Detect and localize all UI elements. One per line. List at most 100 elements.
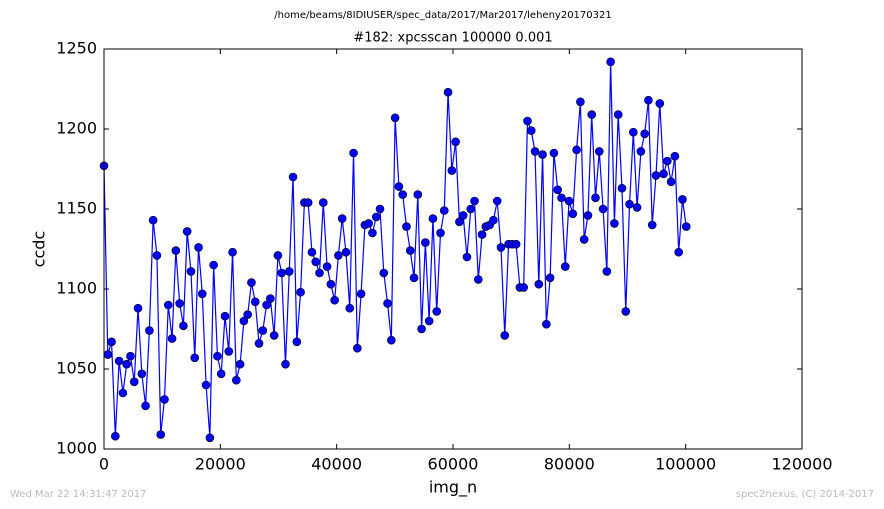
data-point bbox=[205, 433, 215, 443]
data-point bbox=[103, 350, 113, 359]
data-point bbox=[492, 196, 502, 206]
plot-frame bbox=[103, 48, 803, 450]
data-point bbox=[606, 57, 615, 67]
data-point bbox=[409, 273, 419, 283]
y-tick-label: 1250 bbox=[56, 39, 97, 58]
data-point bbox=[424, 316, 434, 326]
data-point bbox=[663, 156, 672, 166]
data-point bbox=[640, 129, 649, 139]
data-point bbox=[383, 299, 392, 308]
chart-title: #182: xpcsscan 100000 0.001 bbox=[353, 31, 552, 46]
data-point bbox=[307, 247, 317, 257]
data-point bbox=[625, 199, 634, 209]
data-point bbox=[587, 110, 597, 119]
data-point bbox=[148, 215, 158, 225]
data-point bbox=[303, 198, 313, 207]
data-point bbox=[572, 145, 581, 155]
data-point bbox=[228, 247, 237, 257]
data-point bbox=[311, 257, 321, 267]
data-point bbox=[341, 247, 351, 257]
data-point bbox=[156, 430, 166, 439]
data-point bbox=[247, 278, 256, 287]
data-point bbox=[583, 211, 593, 220]
x-tick-label: 20000 bbox=[195, 455, 246, 474]
data-point bbox=[613, 110, 623, 119]
x-tick-label: 100000 bbox=[655, 455, 716, 474]
data-point bbox=[436, 228, 445, 238]
data-point bbox=[447, 166, 457, 175]
data-point bbox=[405, 246, 415, 255]
y-tick-label: 1150 bbox=[56, 199, 97, 218]
data-point bbox=[598, 204, 608, 214]
data-point bbox=[402, 222, 411, 231]
data-point bbox=[129, 377, 139, 387]
data-point bbox=[489, 215, 498, 225]
data-point bbox=[647, 220, 657, 230]
data-point bbox=[349, 148, 358, 158]
data-point bbox=[277, 268, 286, 278]
data-point bbox=[175, 299, 184, 308]
x-axis-label: img_n bbox=[429, 478, 477, 498]
data-point bbox=[375, 204, 385, 214]
data-point bbox=[273, 251, 283, 260]
data-point bbox=[681, 222, 691, 231]
data-point bbox=[398, 190, 407, 199]
data-point bbox=[198, 289, 207, 299]
data-point bbox=[186, 267, 196, 276]
data-point bbox=[466, 204, 476, 214]
data-point bbox=[557, 193, 566, 203]
data-point bbox=[262, 300, 271, 310]
data-point bbox=[496, 243, 506, 252]
data-point bbox=[432, 307, 442, 316]
data-point bbox=[387, 335, 396, 345]
data-point bbox=[345, 303, 355, 313]
data-point bbox=[284, 267, 294, 276]
data-point bbox=[394, 182, 404, 191]
data-point bbox=[602, 267, 612, 276]
data-point bbox=[519, 283, 528, 292]
data-point bbox=[542, 319, 551, 329]
data-point bbox=[644, 95, 653, 105]
data-point bbox=[511, 239, 521, 249]
data-point bbox=[364, 219, 373, 228]
data-point bbox=[474, 275, 483, 284]
data-point bbox=[477, 230, 487, 239]
data-point bbox=[126, 351, 135, 361]
data-point bbox=[632, 203, 642, 212]
data-point bbox=[163, 300, 173, 310]
data-point bbox=[167, 334, 177, 343]
footer-left: Wed Mar 22 14:31:47 2017 bbox=[10, 489, 146, 500]
data-point bbox=[137, 369, 147, 379]
data-point bbox=[334, 251, 343, 260]
data-point bbox=[133, 303, 143, 313]
data-point bbox=[201, 380, 211, 390]
data-point bbox=[292, 337, 302, 347]
footer-right: spec2nexus, (C) 2014-2017 bbox=[736, 489, 874, 500]
data-point bbox=[118, 388, 128, 398]
data-point bbox=[296, 287, 305, 297]
data-point bbox=[269, 331, 279, 340]
data-point bbox=[250, 297, 260, 307]
x-tick-label: 80000 bbox=[544, 455, 595, 474]
data-point bbox=[318, 198, 328, 207]
data-point bbox=[122, 359, 131, 369]
data-point bbox=[220, 311, 230, 321]
data-point bbox=[545, 273, 555, 283]
data-point bbox=[439, 206, 449, 215]
data-point bbox=[232, 375, 241, 385]
data-point bbox=[326, 279, 336, 289]
x-tick-label: 0 bbox=[99, 455, 109, 474]
data-point bbox=[239, 316, 249, 326]
data-point bbox=[523, 116, 532, 126]
data-point bbox=[629, 127, 638, 137]
data-point bbox=[417, 324, 426, 334]
data-point bbox=[322, 262, 332, 271]
data-point bbox=[666, 177, 676, 187]
data-point bbox=[462, 252, 472, 262]
data-point bbox=[145, 326, 154, 335]
x-tick-label: 120000 bbox=[771, 455, 832, 474]
data-point bbox=[534, 279, 544, 289]
